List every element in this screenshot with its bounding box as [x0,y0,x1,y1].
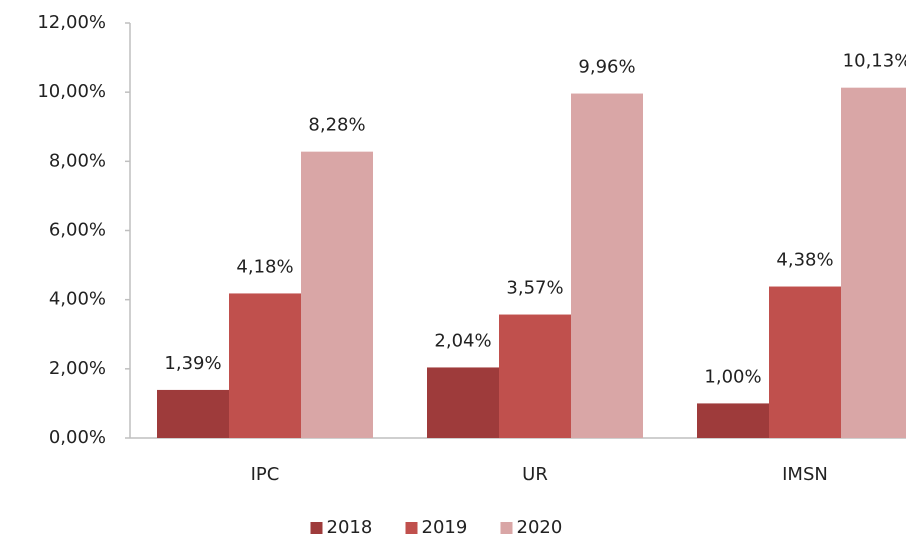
y-tick-label: 4,00% [49,289,106,310]
y-tick-label: 12,00% [37,12,106,33]
x-tick-label: IPC [251,464,280,485]
y-tick-label: 0,00% [49,427,106,448]
data-label: 4,38% [776,250,833,271]
y-tick-label: 10,00% [37,81,106,102]
bar [301,151,373,438]
data-label: 1,39% [164,353,221,374]
data-label: 2,04% [434,330,491,351]
data-label: 10,13% [843,51,906,72]
y-tick-label: 2,00% [49,358,106,379]
bar [427,367,499,438]
bar [697,403,769,438]
bar [571,93,643,439]
data-label: 1,00% [704,366,761,387]
bar [499,314,571,438]
x-tick-label: UR [522,464,548,485]
bar [841,87,906,438]
y-tick-label: 6,00% [49,220,106,241]
x-tick-label: IMSN [782,464,828,485]
data-label: 9,96% [578,57,635,78]
bar [769,286,841,438]
legend-label: 2019 [422,517,468,538]
legend-swatch [405,522,418,534]
data-label: 8,28% [308,115,365,136]
legend-label: 2018 [327,517,373,538]
legend-swatch [500,522,513,534]
y-tick-label: 8,00% [49,150,106,171]
data-label: 3,57% [506,278,563,299]
data-label: 4,18% [236,256,293,277]
legend-label: 2020 [517,517,563,538]
legend-swatch [310,522,323,534]
bar [229,293,301,438]
bar [157,389,229,438]
